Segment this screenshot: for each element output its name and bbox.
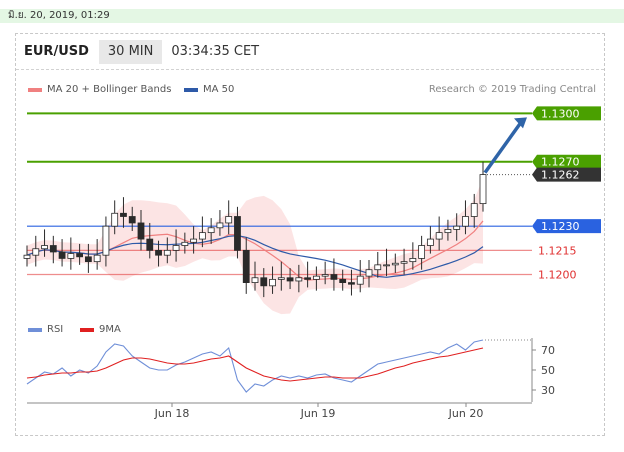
candle-body <box>225 216 233 224</box>
candle-body <box>146 238 154 251</box>
candle-body <box>418 245 426 259</box>
bollinger-band <box>27 178 483 315</box>
candle-body <box>339 278 347 283</box>
chart-header: EUR/USD 30 MIN 03:34:35 CET <box>24 40 259 64</box>
candle-body <box>23 254 31 259</box>
candle-body <box>391 262 399 266</box>
header-divider <box>16 69 604 70</box>
candle-body <box>172 245 180 251</box>
research-credit: Research © 2019 Trading Central <box>428 84 596 95</box>
candle-body <box>128 216 136 224</box>
legend-rsi: RSI <box>28 324 63 335</box>
ma9-label: 9MA <box>99 324 121 335</box>
rsi-tick-label: 50 <box>541 364 555 377</box>
x-tick-label: Jun 19 <box>300 407 336 420</box>
candle-body <box>251 277 259 283</box>
candle-body <box>400 261 408 264</box>
legend-ma50: MA 50 <box>184 84 234 95</box>
price-tag-1-1270-box <box>532 154 601 169</box>
candle-body <box>365 269 373 277</box>
x-tick-label: Jun 18 <box>154 407 190 420</box>
candle-body <box>181 241 189 246</box>
candle-body <box>198 232 206 240</box>
rsi-label: RSI <box>47 324 64 335</box>
forecast-arrow-head <box>514 117 527 129</box>
candle-body <box>242 249 250 283</box>
candle-body <box>462 216 469 227</box>
candle-body <box>269 278 276 287</box>
datetime-text: มิ.ย. 20, 2019, 01:29 <box>8 10 110 21</box>
candle-body <box>321 274 329 277</box>
candle-body <box>312 275 320 280</box>
candle-body <box>32 248 40 256</box>
timeframe-badge[interactable]: 30 MIN <box>98 40 163 64</box>
candle-body <box>304 277 312 280</box>
candle-body <box>383 264 390 267</box>
legend-9ma: 9MA <box>80 324 121 335</box>
candle-body <box>277 277 285 280</box>
candle-body <box>41 245 48 250</box>
price-tag-1-1262-box <box>532 167 601 182</box>
candle-body <box>163 249 171 256</box>
candle-body <box>426 238 434 246</box>
rsi-swatch <box>28 327 42 332</box>
chart-card <box>15 33 605 436</box>
candle-body <box>207 227 215 234</box>
candle-body <box>234 216 241 251</box>
candle-body <box>453 225 461 230</box>
candle-body <box>76 253 84 258</box>
ma50-swatch <box>184 87 198 92</box>
candle-body <box>286 277 294 282</box>
candle-body <box>111 212 119 227</box>
rsi-tick-label: 30 <box>541 384 555 397</box>
candle-body <box>479 174 487 205</box>
candle-body <box>67 253 75 259</box>
candle-body <box>49 245 57 253</box>
legend-ma20: MA 20 + Bollinger Bands <box>28 84 171 95</box>
forecast-arrow-line <box>483 121 523 174</box>
candle-body <box>84 256 92 263</box>
ma20-swatch <box>28 87 42 92</box>
candle-body <box>444 229 452 234</box>
candle-body <box>93 254 101 263</box>
candle-body <box>348 282 355 285</box>
candle-body <box>102 225 110 256</box>
price-tag-1-1215: 1.1215 <box>538 244 577 257</box>
price-tag-1-1300-box <box>532 106 601 121</box>
candle-body <box>137 222 145 240</box>
ma50-label: MA 50 <box>203 84 235 95</box>
candle-body <box>260 277 268 287</box>
candle-body <box>190 238 198 243</box>
datetime-bar: มิ.ย. 20, 2019, 01:29 <box>0 9 624 23</box>
candle-body <box>58 251 66 259</box>
price-tag-1-1262: 1.1262 <box>541 169 580 182</box>
price-tag-1-1300: 1.1300 <box>541 107 580 120</box>
x-tick-label: Jun 20 <box>448 407 484 420</box>
price-tag-1-1200: 1.1200 <box>538 269 577 282</box>
currency-pair: EUR/USD <box>24 44 89 59</box>
candle-body <box>470 203 478 217</box>
ma9-swatch <box>80 327 94 332</box>
candle-body <box>216 222 224 229</box>
candle-body <box>120 212 127 217</box>
rsi-line <box>26 339 484 393</box>
ma20-label: MA 20 + Bollinger Bands <box>47 84 172 95</box>
price-tag-1-1230: 1.1230 <box>541 220 580 233</box>
rsi-9ma-line <box>26 347 484 382</box>
price-tag-1-1270: 1.1270 <box>541 156 580 169</box>
candle-body <box>330 274 338 280</box>
price-tag-1-1230-box <box>532 219 601 234</box>
countdown-clock: 03:34:35 CET <box>171 44 260 59</box>
candle-body <box>435 232 443 240</box>
rsi-tick-label: 70 <box>541 344 555 357</box>
candle-body <box>374 264 382 271</box>
candle-body <box>295 277 303 282</box>
candle-body <box>409 258 417 263</box>
candle-body <box>356 275 364 285</box>
candle-body <box>155 249 162 256</box>
